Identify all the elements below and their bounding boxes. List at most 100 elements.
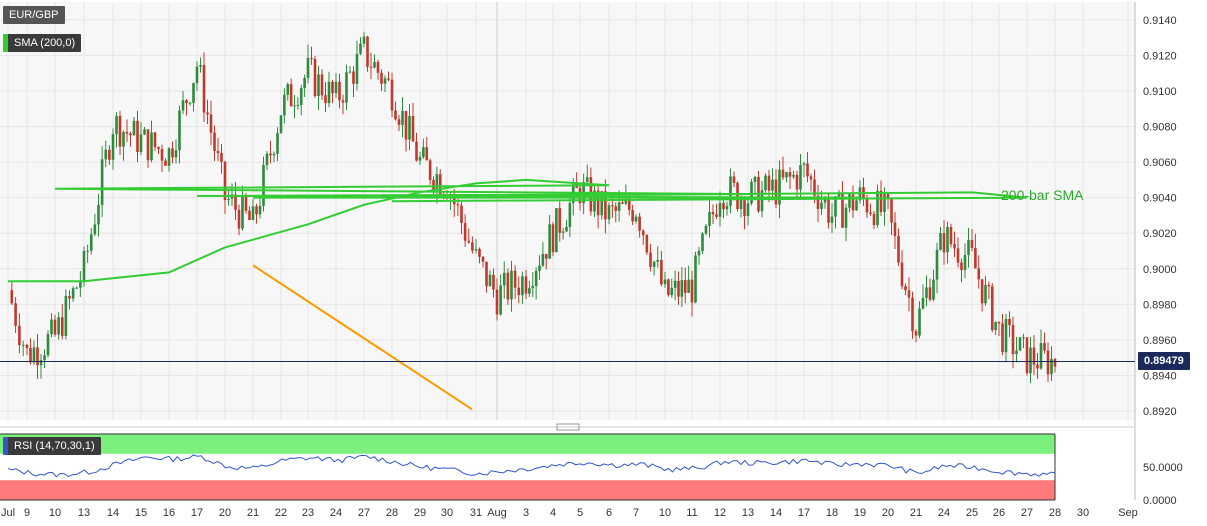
- candle-body-down: [893, 222, 897, 236]
- candle-body-down: [394, 110, 397, 120]
- price-tick-label: 0.8920: [1143, 406, 1177, 418]
- candle-body-up: [46, 334, 50, 356]
- candle-body-down: [324, 95, 327, 104]
- time-tick-label: 12: [714, 507, 726, 519]
- time-tick-label: 6: [606, 507, 612, 519]
- candle-body-up: [1022, 337, 1025, 339]
- candle-body-down: [806, 163, 809, 177]
- candle-body-down: [604, 191, 607, 220]
- candle-body-down: [872, 213, 876, 226]
- candle-body-up: [303, 77, 306, 89]
- candle-body-up: [488, 274, 492, 287]
- candle-body-down: [627, 198, 631, 210]
- candle-body-down: [690, 279, 694, 303]
- candle-body-down: [53, 319, 57, 335]
- candle-body-up: [568, 202, 572, 227]
- candle-body-up: [111, 134, 115, 160]
- candle-body-up: [82, 250, 86, 281]
- candle-body-up: [984, 284, 987, 304]
- candle-body-down: [411, 116, 415, 142]
- price-tick-label: 0.8960: [1143, 335, 1177, 347]
- candle-body-up: [701, 233, 704, 251]
- price-tick-label: 0.8940: [1143, 371, 1177, 383]
- candle-body-up: [555, 208, 558, 253]
- candle-body-up: [1050, 358, 1053, 375]
- candle-body-down: [1032, 347, 1036, 365]
- candle-body-up: [348, 71, 352, 73]
- candle-body-up: [600, 191, 604, 216]
- candle-body-up: [921, 297, 925, 309]
- price-tick-label: 0.8980: [1143, 299, 1177, 311]
- candle-body-up: [195, 66, 199, 84]
- candle-body-up: [939, 233, 942, 250]
- candle-body-down: [827, 199, 830, 223]
- candle-body-up: [531, 286, 535, 289]
- rsi-line: [7, 454, 1056, 478]
- candle-body-up: [93, 224, 97, 235]
- candle-body-down: [428, 160, 432, 181]
- rsi-overbought-band: [0, 434, 1055, 454]
- candle-body-up: [89, 234, 93, 251]
- candle-body-up: [830, 216, 834, 223]
- candle-body-up: [680, 280, 684, 297]
- candle-body-up: [652, 261, 656, 267]
- price-tick-label: 0.9060: [1143, 157, 1177, 169]
- time-tick-label: 28: [1049, 507, 1061, 519]
- candle-body-down: [638, 216, 641, 231]
- candle-body-up: [279, 115, 283, 133]
- candle-body-down: [774, 179, 778, 205]
- candle-body-up: [435, 174, 439, 191]
- candle-body-down: [851, 194, 855, 211]
- candle-body-down: [10, 290, 14, 304]
- candle-body-down: [244, 195, 248, 211]
- candle-body-up: [75, 287, 79, 289]
- candle-body-up: [538, 265, 541, 271]
- time-tick-label: 30: [1077, 507, 1089, 519]
- candle-body-down: [331, 81, 334, 94]
- time-tick-label: 18: [826, 507, 838, 519]
- time-tick-label: 17: [191, 507, 203, 519]
- time-tick-label: 10: [49, 507, 61, 519]
- axes-layer: 0.9140 0.9120 0.9100 0.9080 0.9060 0.9040 0.90…: [1, 15, 1183, 519]
- candle-body-down: [997, 321, 1001, 324]
- candle-body-up: [401, 110, 404, 125]
- candle-body-up: [502, 272, 506, 286]
- candle-body-down: [485, 261, 488, 287]
- candle-body-down: [237, 209, 241, 229]
- candle-body-up: [188, 102, 192, 104]
- candle-body-up: [820, 202, 823, 209]
- time-tick-label: 31: [470, 507, 482, 519]
- candle-body-up: [624, 198, 628, 204]
- panel-resize-handle: [556, 423, 580, 431]
- candle-body-down: [352, 71, 355, 84]
- candle-body-down: [1036, 364, 1039, 369]
- candle-body-down: [481, 256, 485, 262]
- time-tick-label: 24: [330, 507, 342, 519]
- candle-body-up: [585, 177, 589, 182]
- candle-body-up: [760, 190, 764, 212]
- price-tick-label: 0.9020: [1143, 228, 1177, 240]
- time-tick-label: 21: [247, 507, 259, 519]
- candle-body-up: [199, 65, 202, 67]
- candle-body-up: [528, 288, 531, 294]
- candle-body-up: [265, 153, 269, 166]
- candle-body-down: [25, 344, 29, 349]
- time-tick-label: 19: [854, 507, 866, 519]
- candle-body-down: [338, 81, 341, 101]
- candle-body-up: [167, 148, 171, 166]
- support-trendline: [252, 264, 473, 411]
- candle-body-up: [299, 88, 303, 105]
- price-tick-label: 0.9040: [1143, 193, 1177, 205]
- candle-body-down: [677, 280, 680, 297]
- candle-body-down: [722, 203, 725, 210]
- candle-body-up: [753, 176, 757, 182]
- candle-body-down: [29, 348, 32, 363]
- candle-body-up: [607, 205, 611, 220]
- candle-body-down: [813, 179, 816, 196]
- candle-body-down: [313, 59, 317, 97]
- candle-body-down: [269, 153, 272, 156]
- candle-body-down: [185, 100, 188, 104]
- candle-body-down: [456, 204, 460, 206]
- candle-body-down: [914, 331, 918, 336]
